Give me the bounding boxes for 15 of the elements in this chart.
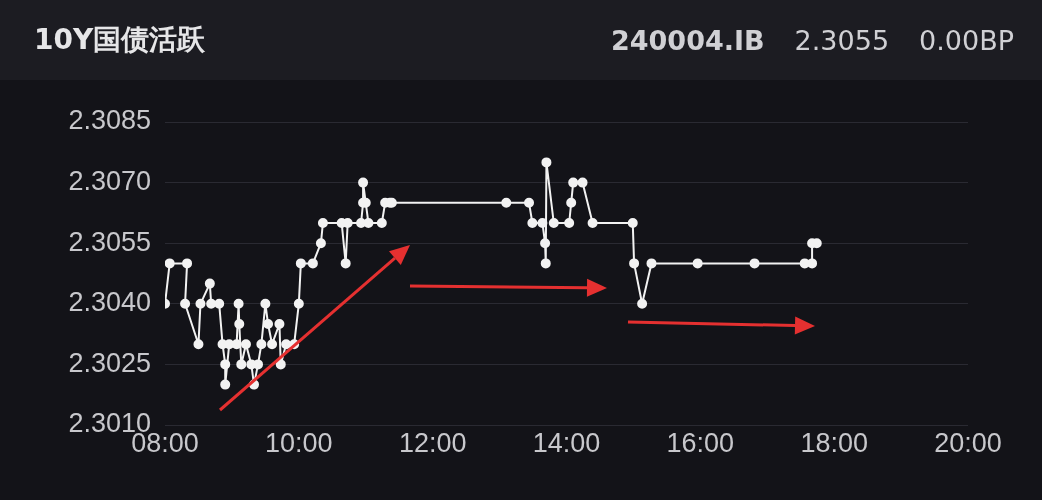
- x-tick-label: 18:00: [800, 427, 868, 458]
- text: 240004.IB: [610, 24, 765, 56]
- x-tick-label: 12:00: [398, 427, 467, 458]
- text: 2.3055: [794, 24, 890, 56]
- y-tick-label: 2.3085: [68, 105, 151, 136]
- chart-title: 10Y国债活跃: [34, 22, 207, 58]
- text: 0.00BP: [919, 24, 1014, 56]
- x-tick-label: 16:00: [666, 427, 735, 458]
- y-tick-label: 2.3040: [68, 287, 151, 318]
- y-tick-label: 2.3025: [68, 347, 151, 378]
- x-tick-label: 10:00: [265, 427, 333, 458]
- y-tick-label: 2.3055: [68, 226, 151, 257]
- x-tick-label: 20:00: [934, 427, 1002, 458]
- y-tick-label: 2.3070: [68, 166, 151, 197]
- x-tick-label: 14:00: [532, 427, 601, 458]
